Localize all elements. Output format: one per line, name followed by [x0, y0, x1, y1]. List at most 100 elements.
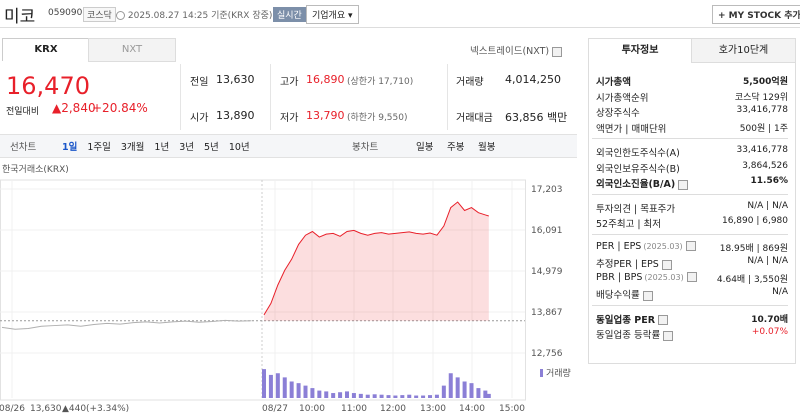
stat-value: 4,014,250	[505, 73, 561, 86]
help-icon[interactable]	[642, 290, 653, 301]
invest-value: 3,864,526	[742, 160, 788, 171]
my-stock-button[interactable]: + MY STOCK 추가	[712, 5, 800, 24]
hover-change: ▲440	[62, 404, 86, 414]
stat-label: 거래량	[456, 77, 484, 88]
label-text: 시가총액	[596, 77, 631, 88]
invest-panel	[588, 38, 796, 364]
divider	[270, 64, 271, 130]
label-text: 시가총액순위	[596, 92, 649, 104]
stat-label: 고가	[280, 77, 299, 88]
invest-value: 4.64배 | 3,550원	[716, 274, 788, 285]
y-tick-label: 14,979	[531, 267, 563, 277]
stock-code: 059090	[48, 8, 83, 18]
invest-label: 투자의견 | 목표주가	[596, 201, 675, 215]
help-icon[interactable]	[661, 259, 672, 270]
volume-bar	[469, 383, 474, 398]
help-icon[interactable]	[658, 315, 669, 325]
x-tick-label: 08/27	[262, 404, 288, 414]
period-tab[interactable]: 3년	[179, 142, 195, 153]
label-text: 상장주식수	[596, 108, 640, 119]
invest-tab[interactable]: 호가10단계	[691, 39, 795, 63]
volume-bar	[289, 381, 294, 398]
invest-value: N/A | N/A	[747, 256, 788, 266]
invest-row: PER | EPS (2025.03) 18.95배 | 869원	[596, 241, 788, 254]
invest-row: 시가총액순위 코스닥 129위	[596, 90, 788, 104]
label-text: 외국인한도주식수(A)	[596, 148, 680, 159]
price-line	[263, 201, 489, 316]
help-icon[interactable]	[686, 272, 697, 282]
period-tab[interactable]: 1일	[62, 142, 78, 153]
label-text: 액면가 | 매매단위	[596, 123, 667, 135]
volume-bar	[338, 392, 343, 398]
invest-label: PBR | BPS (2025.03)	[596, 272, 697, 285]
help-icon[interactable]	[663, 330, 674, 341]
help-icon[interactable]	[685, 241, 696, 251]
volume-bar	[448, 373, 453, 398]
help-icon[interactable]	[552, 46, 563, 57]
volume-bar	[282, 377, 287, 398]
company-info-button[interactable]: 기업개요 ▾	[306, 5, 359, 24]
y-tick-label: 12,756	[531, 349, 563, 359]
period-tab[interactable]: 월봉	[478, 142, 496, 153]
period-tab[interactable]: 5년	[204, 142, 219, 153]
volume-bar	[317, 390, 322, 398]
volume-bar	[358, 393, 363, 398]
volume-bar	[379, 394, 384, 398]
volume-bar	[345, 391, 349, 398]
help-icon[interactable]	[678, 179, 689, 190]
change: ▲2,840	[52, 101, 96, 115]
separator	[592, 233, 788, 235]
period-tab[interactable]: 주봉	[447, 142, 465, 153]
period-tab[interactable]: 10년	[228, 142, 250, 153]
separator	[592, 193, 788, 195]
volume-bar	[262, 369, 266, 398]
volume-bar	[310, 388, 315, 398]
separator	[592, 138, 788, 139]
invest-value: 11.56%	[750, 176, 789, 186]
invest-value: 500원 | 1주	[739, 123, 788, 134]
exchange-tab[interactable]: KRX	[2, 38, 90, 61]
invest-tab[interactable]: 투자정보	[589, 39, 691, 63]
stat-value: 63,856 백만	[505, 111, 568, 124]
invest-label: 상장주식수	[596, 105, 640, 119]
invest-row: 상장주식수 33,416,778	[596, 105, 788, 119]
stat-note: (상한가 17,710)	[347, 77, 414, 87]
period-tab[interactable]: 1년	[154, 142, 170, 153]
exchange-tab[interactable]: NXT	[88, 38, 176, 62]
timestamp: 2025.08.27 14:25 기준(KRX 장중)	[116, 8, 272, 21]
clock-icon	[116, 11, 125, 20]
line-chart-label: 선차트	[10, 142, 37, 153]
period-tab[interactable]: 3개월	[120, 142, 145, 153]
volume-bar	[455, 377, 460, 398]
invest-row: 외국인보유주식수(B) 3,864,526	[596, 161, 788, 175]
invest-row: 배당수익률 N/A	[596, 287, 788, 301]
volume-bar	[393, 395, 398, 398]
invest-row: 동일업종 PER 10.70배	[596, 312, 788, 326]
stat-label: 전일	[190, 77, 209, 88]
invest-label: 동일업종 PER	[596, 312, 669, 326]
volume-bar	[414, 395, 419, 398]
x-tick-label: 13:00	[420, 404, 446, 414]
volume-bar	[275, 373, 280, 398]
invest-value: +0.07%	[751, 327, 788, 337]
volume-bar	[386, 395, 391, 398]
invest-row: 동일업종 등락률 +0.07%	[596, 327, 788, 341]
period-tab[interactable]: 1주일	[87, 142, 111, 153]
invest-row: 외국인소진율(B/A) 11.56%	[596, 176, 788, 190]
header-divider	[0, 27, 800, 28]
invest-value: 16,890 | 6,980	[721, 216, 788, 226]
invest-row: 52주최고 | 최저 16,890 | 6,980	[596, 216, 788, 230]
volume-bar	[268, 374, 273, 398]
realtime-badge[interactable]: 실시간	[273, 7, 306, 22]
period: (2025.03)	[643, 241, 683, 251]
invest-value: 18.95배 | 869원	[719, 243, 788, 254]
label-text: 외국인보유주식수(B)	[596, 163, 680, 175]
period-tab[interactable]: 일봉	[416, 142, 434, 153]
invest-label: 외국인보유주식수(B)	[596, 161, 680, 175]
y-tick-label: 16,091	[531, 226, 563, 236]
volume-bar	[434, 394, 439, 398]
stat-label: 시가	[190, 113, 209, 124]
separator	[592, 304, 788, 306]
invest-label: 시가총액순위	[596, 90, 648, 104]
